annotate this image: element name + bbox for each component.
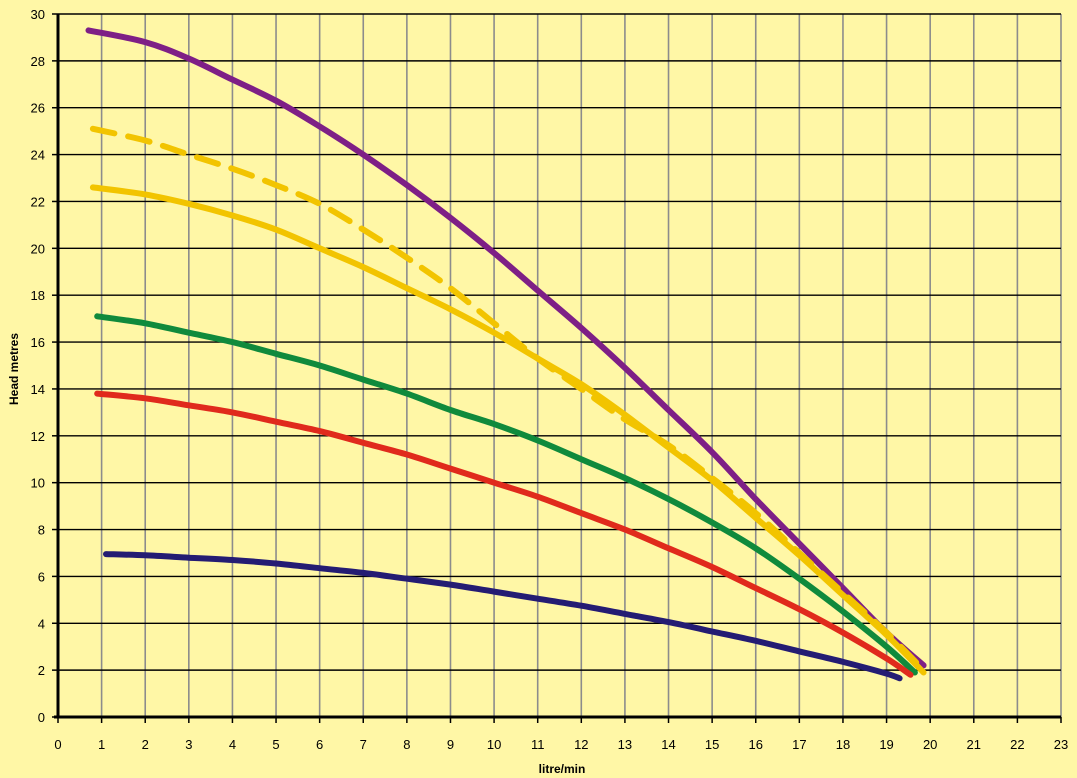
- axes: [52, 13, 1062, 723]
- x-tick-label: 15: [705, 737, 719, 752]
- series-lines: [85, 27, 927, 682]
- x-tick-label: 20: [923, 737, 937, 752]
- x-tick-label: 7: [360, 737, 367, 752]
- x-tick-label: 22: [1010, 737, 1024, 752]
- x-tick-label: 10: [487, 737, 501, 752]
- tick-labels: 0 1 2 3 4 5 6 7 8 9 10 11 12 13 14 15 16 17 18 19 20 21 22 2302…: [31, 7, 1069, 752]
- y-tick-label: 14: [31, 382, 45, 397]
- y-tick-label: 8: [38, 523, 45, 538]
- series-line-6: [103, 551, 903, 682]
- x-tick-label: 2: [142, 737, 149, 752]
- y-tick-label: 26: [31, 101, 45, 116]
- y-tick-label: 12: [31, 429, 45, 444]
- x-tick-label: 16: [749, 737, 763, 752]
- y-tick-label: 2: [38, 663, 45, 678]
- x-tick-label: 23: [1054, 737, 1068, 752]
- series-line-3: [89, 184, 927, 676]
- y-tick-label: 4: [38, 616, 45, 631]
- y-tick-label: 24: [31, 148, 45, 163]
- y-tick-label: 10: [31, 476, 45, 491]
- y-tick-label: 18: [31, 288, 45, 303]
- x-tick-label: 8: [403, 737, 410, 752]
- x-tick-label: 0: [54, 737, 61, 752]
- x-tick-label: 4: [229, 737, 236, 752]
- series-line-4: [94, 313, 918, 676]
- x-tick-label: 6: [316, 737, 323, 752]
- y-tick-label: 0: [38, 710, 45, 725]
- y-tick-label: 20: [31, 241, 45, 256]
- x-tick-label: 12: [574, 737, 588, 752]
- y-tick-label: 22: [31, 194, 45, 209]
- x-tick-label: 1: [98, 737, 105, 752]
- series-line-5: [94, 390, 914, 678]
- x-tick-label: 3: [185, 737, 192, 752]
- x-tick-label: 21: [967, 737, 981, 752]
- x-tick-label: 14: [661, 737, 675, 752]
- x-tick-label: 5: [272, 737, 279, 752]
- x-tick-label: 19: [879, 737, 893, 752]
- y-axis-title: Head metres: [7, 333, 21, 405]
- grid: [58, 13, 1062, 717]
- y-tick-label: 28: [31, 54, 45, 69]
- x-tick-label: 18: [836, 737, 850, 752]
- x-tick-label: 13: [618, 737, 632, 752]
- y-tick-label: 16: [31, 335, 45, 350]
- y-tick-label: 30: [31, 7, 45, 22]
- x-tick-label: 9: [447, 737, 454, 752]
- series-line-1: [85, 27, 927, 669]
- x-tick-label: 11: [531, 737, 545, 752]
- x-axis-title: litre/min: [539, 762, 586, 776]
- y-tick-label: 6: [38, 569, 45, 584]
- x-tick-label: 17: [792, 737, 806, 752]
